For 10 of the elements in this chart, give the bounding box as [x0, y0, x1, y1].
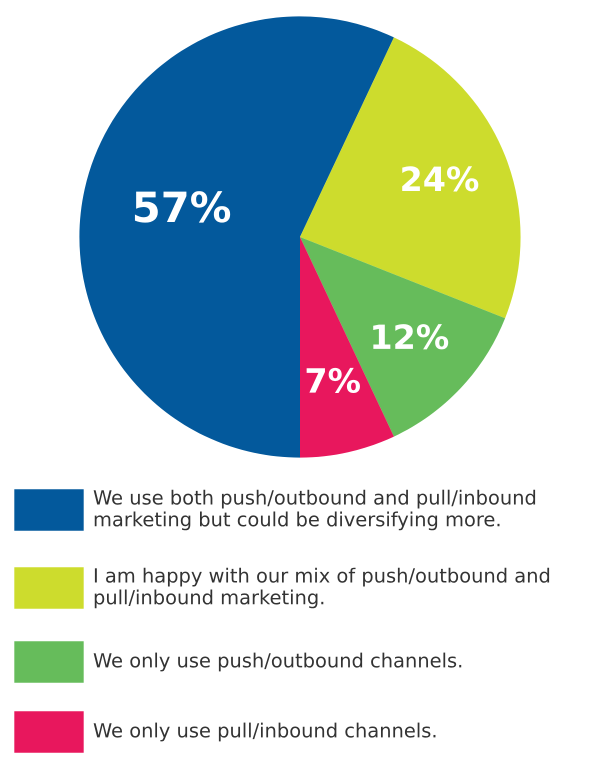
pie-slice [300, 37, 521, 318]
legend-label: We use both push/outbound and pull/inbound marketing but could be diversifying more. [94, 490, 536, 530]
pie-slice [300, 237, 506, 437]
legend-label: We only use pull/inbound channels. [94, 722, 436, 742]
data-label: 12% [373, 324, 448, 350]
data-label: 7% [306, 368, 360, 394]
data-label: 24% [402, 166, 478, 192]
legend-label: I am happy with our mix of push/outbound and pull/inbound marketing. [94, 568, 550, 608]
legend-label: We only use push/outbound channels. [94, 652, 462, 672]
data-label: 57% [134, 191, 230, 223]
